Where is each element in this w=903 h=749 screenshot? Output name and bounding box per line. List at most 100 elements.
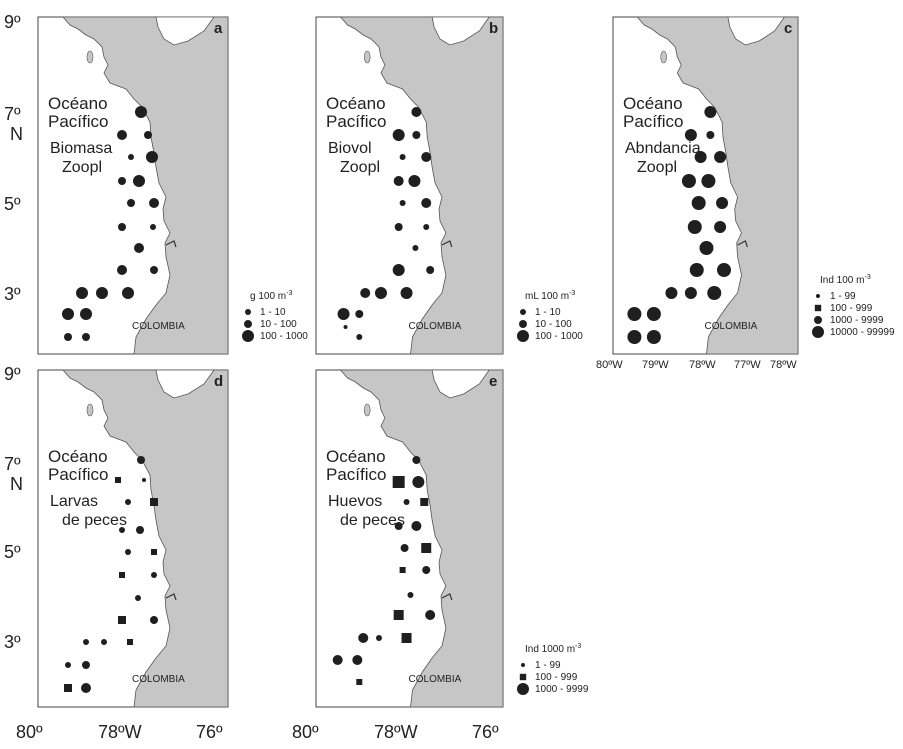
station-marker [133, 175, 145, 187]
legend-title-superscript: -3 [286, 290, 292, 297]
station-marker [150, 616, 158, 624]
legend-symbol [814, 316, 822, 324]
gulf-of-panama-water [155, 16, 215, 46]
station-marker [343, 325, 348, 329]
legend-title-superscript: -3 [864, 274, 870, 281]
longitude-axis-panel-c: 80ºW 79ºW 78ºW 77ºW 78ºW [596, 359, 797, 371]
station-marker [399, 154, 406, 160]
lat-tick-3: 3º [4, 284, 21, 304]
gulf-of-panama-water [431, 16, 490, 46]
station-marker [82, 661, 90, 669]
variable-label-line2: de peces [62, 512, 127, 529]
variable-label-line2: Zoopl [637, 159, 677, 176]
station-marker [393, 176, 404, 186]
river-mouth [441, 240, 453, 248]
panel-letter: b [489, 20, 498, 37]
station-marker [646, 330, 661, 344]
station-marker [127, 199, 135, 207]
legend-item-label: 100 - 1000 [260, 331, 308, 342]
gulf-of-panama-water [155, 369, 215, 399]
station-marker [64, 684, 72, 692]
station-marker [689, 263, 704, 277]
legend-item-label: 100 - 999 [535, 672, 578, 683]
legend-symbol [814, 304, 822, 312]
station-marker [115, 477, 121, 483]
ocean-label-line1: Océano [48, 94, 108, 113]
variable-label-line2: Zoopl [340, 159, 380, 176]
station-marker [117, 265, 127, 275]
station-marker [423, 224, 430, 230]
station-marker [125, 549, 131, 555]
station-marker [694, 151, 707, 163]
station-marker [374, 287, 387, 299]
island [86, 403, 94, 417]
station-symbols [64, 456, 158, 693]
variable-label-line1: Abndancia [625, 140, 701, 157]
station-marker [356, 334, 363, 340]
lon-tick-78w: 78ºW [374, 722, 418, 742]
lat-tick-3: 3º [4, 632, 21, 652]
legend-item-label: 1 - 99 [830, 291, 856, 302]
legend-title: g 100 m-3 [250, 290, 292, 302]
station-marker [394, 223, 403, 231]
station-marker [684, 129, 697, 141]
panel-letter: c [784, 20, 792, 37]
lon-tick-79w: 79ºW [642, 359, 669, 371]
station-marker [684, 287, 697, 299]
lat-tick-9: 9º [4, 12, 21, 32]
station-marker [425, 610, 436, 620]
station-symbols [627, 106, 731, 344]
station-marker [150, 266, 158, 274]
variable-label-line2: Zoopl [62, 159, 102, 176]
colombia-landmass [62, 369, 229, 708]
station-marker [681, 174, 696, 188]
station-marker [134, 243, 144, 253]
lon-tick-80: 80º [16, 722, 43, 742]
colombia-landmass [339, 369, 504, 708]
station-marker [399, 200, 406, 206]
station-marker [76, 287, 88, 299]
lon-tick-80w: 80ºW [596, 359, 623, 371]
legend-item-label: 100 - 999 [830, 303, 873, 314]
lon-tick-76: 76º [472, 722, 499, 742]
panel-letter: d [214, 373, 223, 390]
station-marker [355, 310, 364, 318]
station-marker [706, 131, 715, 139]
lat-tick-7: 7º [4, 104, 21, 124]
station-marker [420, 498, 429, 506]
island [363, 403, 371, 417]
station-marker [392, 264, 405, 276]
station-marker [117, 130, 127, 140]
panel-letter: a [214, 20, 223, 37]
variable-label-line1: Larvas [50, 493, 98, 510]
lon-tick-78w: 78ºW [98, 722, 142, 742]
station-marker [411, 521, 422, 531]
station-symbols [332, 456, 436, 685]
station-marker [65, 662, 71, 668]
river-mouth [737, 240, 748, 248]
ocean-label-line2: Pacífico [326, 465, 386, 484]
legend-symbol [244, 320, 252, 328]
lat-tick-9: 9º [4, 364, 21, 384]
station-marker [407, 592, 414, 598]
lon-tick-78w-right: 78ºW [770, 359, 797, 371]
island [86, 50, 94, 64]
station-marker [118, 223, 126, 231]
island [660, 50, 667, 64]
gulf-of-panama-water [431, 369, 490, 399]
station-marker [412, 131, 421, 139]
station-marker [135, 106, 147, 118]
station-marker [122, 287, 134, 299]
lat-tick-5: 5º [4, 542, 21, 562]
station-marker [81, 683, 91, 693]
legend-title: Ind 100 m-3 [820, 274, 871, 286]
latitude-axis-top-row: 9º 7º N 5º 3º [4, 12, 23, 304]
legend-symbol [521, 663, 525, 667]
country-label: COLOMBIA [409, 321, 462, 332]
ocean-label-line2: Pacífico [48, 465, 108, 484]
station-marker [665, 287, 678, 299]
station-marker [717, 263, 731, 277]
